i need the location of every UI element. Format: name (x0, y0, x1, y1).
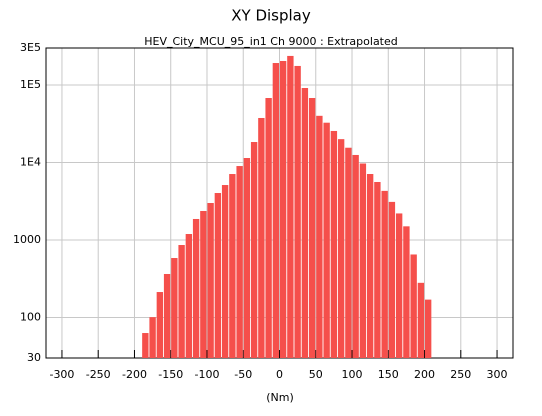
x-tick-label: 0 (276, 368, 283, 381)
y-tick-label: 1E4 (20, 155, 41, 168)
chart-subtitle: HEV_City_MCU_95_in1 Ch 9000 : Extrapolat… (144, 35, 398, 48)
bar (352, 154, 359, 358)
x-tick-label: -200 (122, 368, 147, 381)
bar (178, 245, 185, 358)
bar (388, 201, 396, 358)
bar (200, 210, 207, 358)
x-tick-label: -300 (49, 368, 74, 381)
bar (424, 299, 432, 358)
bar (316, 115, 323, 358)
bar (156, 292, 164, 358)
x-axis-label: (Nm) (266, 391, 294, 404)
bar (359, 163, 367, 358)
bar (381, 190, 388, 358)
y-tick-label: 100 (20, 310, 41, 323)
x-tick-label: -150 (158, 368, 183, 381)
x-tick-label: 200 (414, 368, 435, 381)
x-tick-label: -100 (195, 368, 220, 381)
bar (417, 282, 425, 358)
bar (258, 117, 265, 358)
y-tick-label: 1E5 (20, 78, 41, 91)
bar (229, 174, 236, 358)
x-tick-label: 250 (450, 368, 471, 381)
bar (279, 60, 287, 358)
bar (185, 234, 193, 358)
bar (294, 65, 301, 358)
bar (236, 166, 243, 358)
bar (395, 213, 403, 358)
bar (410, 254, 417, 358)
y-tick-label: 3E5 (20, 41, 41, 54)
bar (192, 218, 200, 358)
bar (301, 88, 309, 358)
bar (374, 181, 381, 358)
x-tick-label: 100 (342, 368, 363, 381)
y-tick-label: 1000 (13, 233, 41, 246)
bar (330, 130, 338, 358)
x-tick-label: 150 (378, 368, 399, 381)
bar (366, 174, 374, 358)
bar (337, 139, 345, 358)
bar (243, 158, 251, 358)
x-tick-label: 300 (487, 368, 508, 381)
bar (265, 98, 272, 358)
bar (171, 258, 178, 358)
bar (345, 147, 352, 358)
bar (163, 273, 171, 358)
x-tick-label: 50 (309, 368, 323, 381)
bar (221, 185, 229, 358)
bar (250, 142, 258, 358)
bar (308, 98, 316, 358)
x-tick-label: -50 (234, 368, 252, 381)
chart-title: XY Display (231, 7, 311, 25)
bar (323, 122, 330, 358)
x-tick-label: -250 (86, 368, 111, 381)
bar (207, 203, 214, 358)
bar (214, 193, 222, 358)
bar (403, 226, 410, 358)
bar (142, 333, 149, 358)
y-tick-label: 30 (27, 351, 41, 364)
bar (272, 63, 280, 358)
bar (149, 317, 156, 358)
bar (287, 55, 294, 358)
